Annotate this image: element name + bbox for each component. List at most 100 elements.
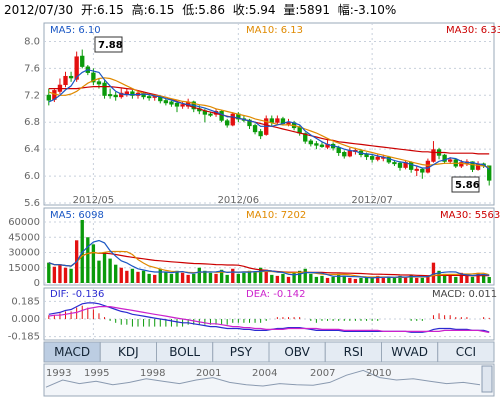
volume-bar <box>58 264 62 283</box>
tab-rsi[interactable]: RSI <box>324 341 382 363</box>
header-date: 2012/07/30 <box>4 3 73 17</box>
candle-body <box>319 144 325 147</box>
price-tick-label: 7.6 <box>24 63 40 74</box>
tab-boll[interactable]: BOLL <box>156 341 214 363</box>
volume-bar <box>303 268 307 283</box>
candle-body <box>225 120 230 126</box>
candle-body <box>375 156 380 160</box>
volume-bar <box>420 277 424 283</box>
candle-body <box>158 96 163 102</box>
candle-body <box>113 94 118 98</box>
candle-body <box>230 113 235 126</box>
volume-tick-label: 0 <box>34 278 40 289</box>
candle-body <box>308 140 313 145</box>
volume-bar <box>431 262 436 283</box>
volume-bar <box>219 269 224 283</box>
volume-bar <box>359 277 363 283</box>
indicator-lines <box>48 69 490 334</box>
dea-label: DEA: -0.142 <box>246 289 305 300</box>
tab-label: RSI <box>344 345 364 359</box>
tab-kdj[interactable]: KDJ <box>99 341 157 363</box>
candle-body <box>68 75 74 79</box>
price-tick-label: 6.0 <box>24 171 40 182</box>
ma30-line <box>48 85 490 155</box>
volume-bar <box>164 271 168 283</box>
month-tick-label: 2012/07 <box>351 195 393 206</box>
volume-bar <box>476 272 480 283</box>
tab-psy[interactable]: PSY <box>212 341 270 363</box>
volume-bar <box>153 274 157 283</box>
x-tick-labels: 2012/05 2012/06 2012/07 <box>73 195 393 206</box>
volume-bar <box>69 268 73 283</box>
candle-body <box>487 165 492 181</box>
volume-bar <box>47 262 51 283</box>
tab-macd[interactable]: MACD <box>43 341 101 363</box>
volume-bar <box>370 277 374 283</box>
volume-ma5-line <box>48 239 490 279</box>
tab-label: PSY <box>230 345 253 359</box>
volume-bar <box>387 276 391 283</box>
volume-bar <box>130 268 135 283</box>
volume-bar <box>169 273 174 283</box>
candle-body <box>408 162 414 170</box>
volume-bar <box>125 270 129 283</box>
volume-bar <box>281 273 285 283</box>
volume-bar <box>275 275 280 283</box>
candle-body <box>258 131 263 137</box>
volume-bar <box>342 275 346 283</box>
candle-body <box>420 168 425 173</box>
candle-body <box>219 110 224 121</box>
candle-body <box>275 118 280 123</box>
volume-bar <box>292 272 296 283</box>
volume-bar <box>136 271 140 283</box>
volume-bar <box>465 274 469 283</box>
header-low: 5.86 <box>198 3 225 17</box>
volume-bar <box>208 272 213 283</box>
candle-body <box>448 159 453 162</box>
header-close: 5.94 <box>249 3 276 17</box>
volume-tick-label: 45000 <box>8 232 40 243</box>
volume-bar <box>409 274 413 283</box>
candle-body <box>124 91 130 95</box>
volume-bar <box>247 270 252 283</box>
volume-bar <box>214 273 218 283</box>
volume-bar <box>108 258 112 283</box>
candle-body <box>163 100 169 104</box>
tab-cci[interactable]: CCI <box>437 341 495 363</box>
candle-body <box>347 150 353 157</box>
volume-bar <box>102 252 107 283</box>
volume-bars <box>47 219 491 283</box>
volume-bar <box>242 272 246 283</box>
volume-bar <box>197 267 201 283</box>
candle-body <box>80 55 85 67</box>
tab-background <box>437 341 495 363</box>
candle-body <box>107 94 113 97</box>
candle-body <box>91 72 96 83</box>
candle-body <box>247 119 252 127</box>
y-tick-labels: 8.0 7.6 7.2 6.8 6.4 6.0 5.6 60000 45000 30000 1500… <box>8 36 40 342</box>
candle-body <box>286 122 291 125</box>
volume-bar <box>381 277 385 283</box>
tab-wvad[interactable]: WVAD <box>381 341 439 363</box>
timeline-scroller[interactable] <box>43 363 495 397</box>
volume-bar <box>331 276 335 283</box>
tab-label: WVAD <box>391 345 428 359</box>
tab-obv[interactable]: OBV <box>268 341 326 363</box>
timeline-handle[interactable] <box>481 365 493 393</box>
volume-bar <box>119 267 123 283</box>
volume-bar <box>487 277 491 283</box>
candle-body <box>397 162 403 168</box>
candle-body <box>369 156 375 160</box>
volume-bar <box>353 278 358 283</box>
volume-bar <box>158 268 162 283</box>
ohlc-header: 2012/07/30 开:6.15 高:6.15 低:5.86 收:5.94 量… <box>4 2 396 17</box>
volume-bar <box>442 273 447 283</box>
timeline-year-label: 1993 <box>46 368 71 379</box>
candle-body <box>102 82 107 96</box>
candle-body <box>392 162 397 165</box>
candle-body <box>46 94 51 101</box>
macd-histogram <box>48 305 490 327</box>
timeline-sparkline <box>45 369 481 388</box>
candle-body <box>314 143 319 146</box>
